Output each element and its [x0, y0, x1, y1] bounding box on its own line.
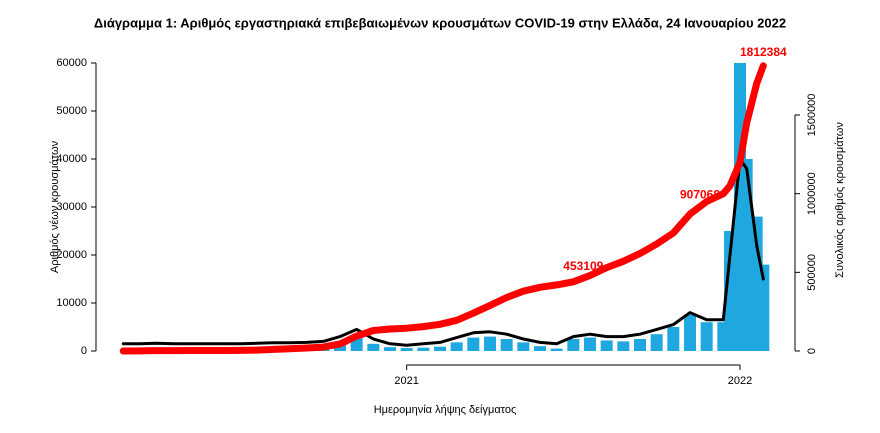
y-tick-label: 20000 — [56, 249, 87, 261]
bar — [617, 341, 630, 351]
y-tick-label: 60000 — [56, 57, 87, 69]
y2-tick-label: 500000 — [806, 254, 818, 291]
bar — [417, 347, 430, 351]
x-tick-label: 2022 — [728, 375, 752, 387]
bar — [567, 339, 580, 351]
y-tick-label: 50000 — [56, 105, 87, 117]
bar — [534, 346, 546, 351]
y2-tick-label: 1500000 — [806, 94, 818, 137]
y-tick-label: 30000 — [56, 201, 87, 213]
bar — [484, 336, 496, 351]
x-axis-label: Ημερομηνία λήψης δείγματος — [374, 404, 517, 416]
y-tick-label: 10000 — [56, 297, 87, 309]
bar — [600, 340, 613, 351]
bar — [550, 348, 563, 351]
annotation: 907068 — [680, 187, 720, 201]
bar — [724, 231, 736, 351]
y-tick-label: 0 — [81, 345, 87, 357]
bar — [517, 342, 530, 351]
bar — [650, 334, 663, 351]
bar — [667, 327, 680, 351]
line — [119, 62, 767, 355]
y-axis-label: Αριθμός νέων κρουσμάτων — [49, 140, 61, 273]
y-tick-label: 40000 — [56, 153, 87, 165]
bar — [684, 315, 696, 351]
bar — [384, 347, 396, 351]
line — [121, 157, 765, 347]
bar — [450, 342, 463, 351]
y2-axis-label: Συνολικός αριθμός κρουσμάτων — [834, 122, 846, 278]
bar — [740, 159, 753, 351]
chart-title: Διάγραμμα 1: Αριθμός εργαστηριακά επιβεβ… — [94, 15, 786, 30]
bar — [700, 322, 713, 351]
bar — [434, 346, 446, 351]
y2-tick-label: 1000000 — [806, 172, 818, 215]
annotation: 1812384 — [740, 45, 787, 59]
x-tick-label: 2021 — [394, 375, 418, 387]
bar — [500, 339, 513, 351]
bar — [467, 337, 480, 351]
bar — [367, 343, 380, 351]
bar — [400, 348, 413, 351]
annotation: 453109 — [563, 259, 603, 273]
bar — [757, 264, 770, 351]
bar — [584, 337, 596, 351]
bar — [634, 339, 646, 351]
y2-tick-label: 0 — [806, 348, 818, 354]
